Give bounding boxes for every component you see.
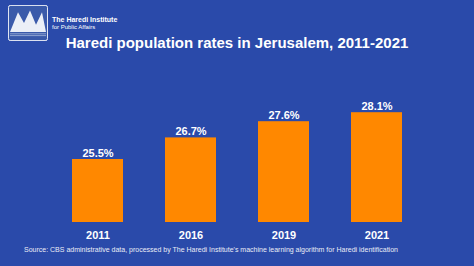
svg-text:27.6%: 27.6%	[268, 109, 299, 121]
svg-text:2016: 2016	[179, 229, 203, 241]
svg-text:25.5%: 25.5%	[82, 147, 113, 159]
svg-text:26.7%: 26.7%	[175, 125, 206, 137]
html-text:The Haredi Institute: The Haredi Institute	[52, 15, 118, 23]
svg-text:28.1%: 28.1%	[361, 100, 392, 112]
svg-text:2021: 2021	[365, 229, 389, 241]
svg-text:2011: 2011	[86, 229, 110, 241]
html-text:Haredi population rates in Jer: Haredi population rates in Jerusalem, 20…	[65, 34, 409, 51]
html-text:for Public Affairs: for Public Affairs	[52, 23, 96, 30]
html-text:Source: CBS administrative dat: Source: CBS administrative data, process…	[24, 246, 398, 253]
svg-text:2019: 2019	[272, 229, 296, 241]
